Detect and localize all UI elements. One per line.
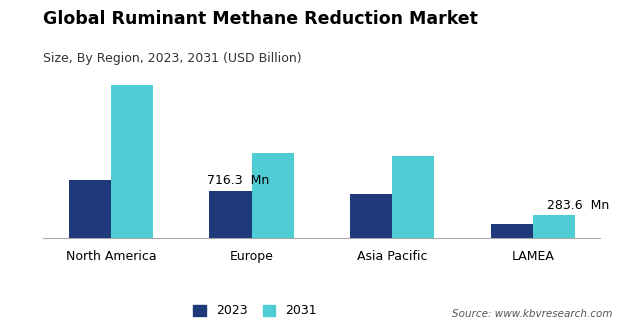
- Bar: [491, 224, 533, 238]
- Legend: 2023, 2031: 2023, 2031: [188, 299, 322, 322]
- Bar: [69, 180, 111, 238]
- Text: 716.3  Mn: 716.3 Mn: [207, 174, 269, 186]
- Text: Size, By Region, 2023, 2031 (USD Billion): Size, By Region, 2023, 2031 (USD Billion…: [43, 52, 302, 64]
- Bar: [350, 194, 392, 238]
- Text: Source: www.kbvresearch.com: Source: www.kbvresearch.com: [452, 309, 613, 319]
- Bar: [392, 156, 435, 238]
- Text: Global Ruminant Methane Reduction Market: Global Ruminant Methane Reduction Market: [43, 10, 478, 28]
- Bar: [209, 191, 251, 238]
- Text: 283.6  Mn: 283.6 Mn: [547, 199, 609, 212]
- Bar: [251, 153, 294, 238]
- Bar: [111, 85, 153, 238]
- Bar: [533, 215, 575, 238]
